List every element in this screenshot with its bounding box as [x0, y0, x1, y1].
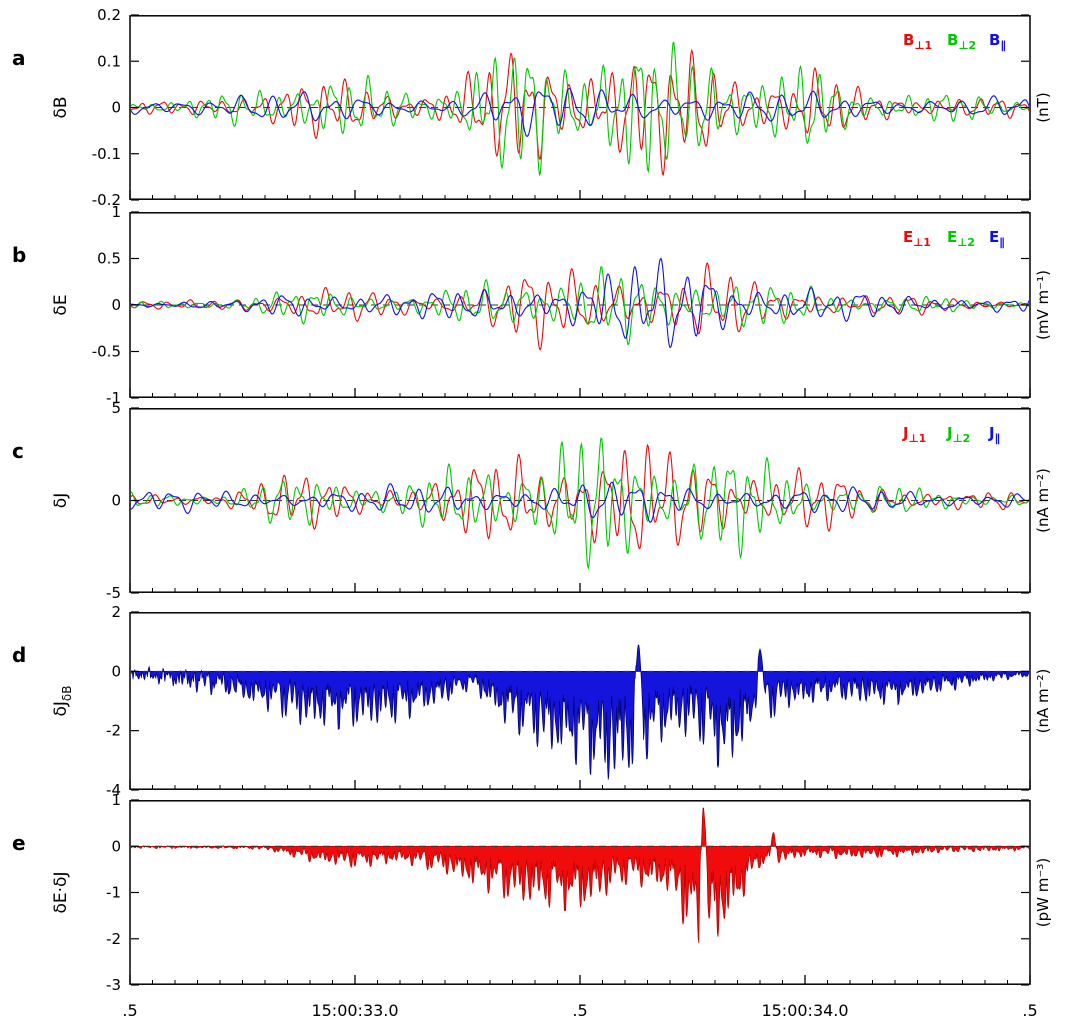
ytick-label: 0.1 [97, 52, 121, 70]
xtick-label: .5 [1022, 1001, 1037, 1020]
ytick-label: -2 [106, 722, 121, 740]
legend-entry-B1: B⊥2 [947, 31, 976, 52]
fill-group [131, 644, 1029, 780]
ytick-label: -3 [106, 976, 121, 994]
ytick-label: 0.2 [97, 6, 121, 24]
panel-box [129, 212, 1031, 398]
fill-group [131, 807, 1029, 943]
ytick-label: -0.2 [92, 191, 121, 209]
legend-entry-J2: J∥ [988, 424, 1000, 445]
ytick-label: 1 [111, 791, 121, 809]
fill-area [131, 807, 1029, 943]
series-J⊥2 [131, 437, 1029, 570]
panel-box [129, 408, 1031, 593]
panel-letter-e: e [12, 831, 26, 855]
panel-letter-c: c [12, 439, 24, 463]
panel-box [129, 15, 1031, 200]
ytick-label: 1 [111, 203, 121, 221]
series-group [131, 437, 1029, 570]
series-group [131, 41, 1029, 177]
xtick-label: 15:00:33.0 [311, 1001, 398, 1020]
ytick-label: -5 [106, 584, 121, 602]
ytick-label: -1 [106, 389, 121, 407]
unit-label-b: (mV m⁻¹) [1034, 270, 1052, 340]
unit-label-d: (nA m⁻²) [1034, 669, 1052, 734]
ytick-label: 0 [111, 837, 121, 855]
ytick-label: 0.5 [97, 250, 121, 268]
ytick-label: 0 [111, 99, 121, 117]
series-B∥ [131, 87, 1029, 137]
legend-entry-E2: E∥ [989, 228, 1005, 249]
panel-d: -4 -2 0 2 δJδB (nA m⁻²) d [12, 603, 1052, 799]
legend-entry-J1: J⊥2 [946, 424, 970, 445]
unit-label-e: (pW m⁻³) [1034, 858, 1052, 927]
fill-area [131, 644, 1029, 780]
ytick-label: 2 [111, 603, 121, 621]
xtick-label: 15:00:34.0 [761, 1001, 848, 1020]
legend-entry-J0: J⊥1 [902, 424, 926, 445]
ytick-label: 5 [111, 399, 121, 417]
ytick-label: -4 [106, 781, 121, 799]
ytick-label: 0 [111, 662, 121, 680]
ytick-label: -0.5 [92, 343, 121, 361]
x-axis-labels: .5 15:00:33.0 .5 15:00:34.0 .5 [122, 1001, 1037, 1020]
legend-entry-B0: B⊥1 [903, 31, 932, 52]
panel-letter-a: a [12, 46, 26, 70]
y-axis-label-b: δE [51, 294, 71, 315]
panel-e: -3 -2 -1 0 1 δE·δJ (pW m⁻³) e [12, 791, 1052, 994]
ytick-label: 0 [111, 296, 121, 314]
ytick-label: 0 [111, 492, 121, 510]
legend-entry-E0: E⊥1 [903, 228, 931, 249]
panel-box [129, 612, 1031, 790]
ytick-label: -2 [106, 930, 121, 948]
y-axis-label-d: δJδB [51, 686, 74, 717]
y-axis-label-a: δB [51, 96, 71, 118]
series-B⊥2 [131, 41, 1029, 177]
series-J∥ [131, 481, 1029, 523]
panel-box [129, 800, 1031, 985]
ytick-label: -1 [106, 884, 121, 902]
unit-label-a: (nT) [1034, 92, 1052, 122]
xtick-label: .5 [572, 1001, 587, 1020]
legend-entry-E1: E⊥2 [947, 228, 975, 249]
panel-a: -0.2 -0.1 0 0.1 0.2 δB (nT) a B⊥1 B⊥2 B∥ [12, 6, 1052, 209]
series-E∥ [131, 257, 1029, 349]
legend-entry-B2: B∥ [989, 31, 1006, 52]
ytick-label: -0.1 [92, 145, 121, 163]
series-E⊥2 [131, 266, 1029, 346]
y-axis-label-c: δJ [51, 493, 71, 508]
series-E⊥1 [131, 262, 1029, 351]
unit-label-c: (nA m⁻²) [1034, 468, 1052, 533]
panel-letter-b: b [12, 243, 26, 267]
y-axis-label-e: δE·δJ [51, 872, 71, 914]
panel-b: -1 -0.5 0 0.5 1 δE (mV m⁻¹) b E⊥1 E⊥2 E∥ [12, 203, 1052, 407]
series-group [131, 257, 1029, 351]
panel-letter-d: d [12, 643, 26, 667]
panel-c: -5 0 5 δJ (nA m⁻²) c J⊥1 J⊥2 J∥ [12, 399, 1052, 602]
xtick-label: .5 [122, 1001, 137, 1020]
